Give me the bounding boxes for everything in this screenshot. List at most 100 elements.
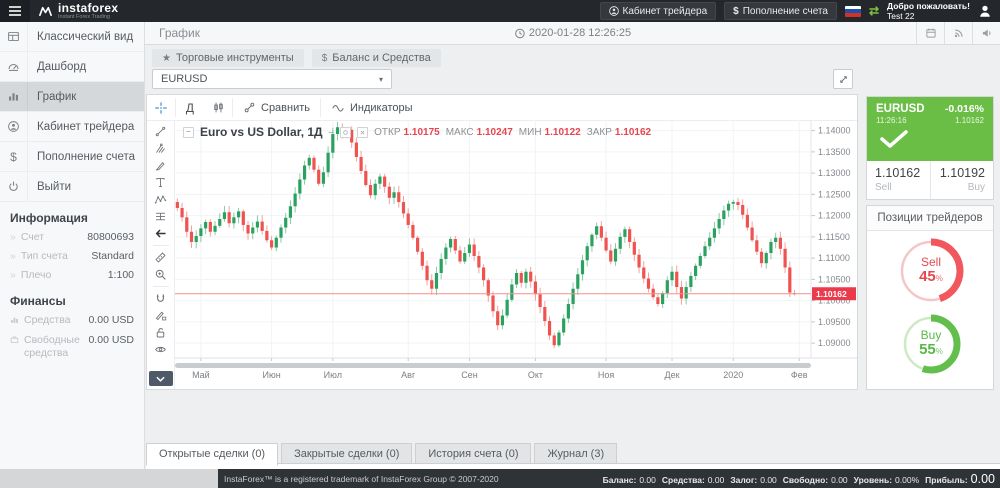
balance-funds-button[interactable]: $ Баланс и Средства bbox=[312, 49, 441, 67]
chevron-down-icon: ▾ bbox=[379, 75, 383, 84]
brand[interactable]: instaforex Instant Forex Trading bbox=[38, 2, 118, 21]
text-tool-icon[interactable] bbox=[153, 175, 169, 190]
close-label: ЗАКР bbox=[587, 127, 612, 138]
legend-symbol-title: Euro vs US Dollar, 1Д bbox=[200, 125, 323, 139]
avatar-icon[interactable] bbox=[978, 4, 992, 18]
brush-tool-icon[interactable] bbox=[153, 158, 169, 173]
svg-text:1.13500: 1.13500 bbox=[818, 147, 851, 157]
chevrons-icon: » bbox=[10, 269, 16, 282]
sidebar-item-trader-cabinet[interactable]: Кабинет трейдера bbox=[0, 112, 144, 142]
sell-quote-button[interactable]: 1.10162 Sell bbox=[867, 161, 930, 199]
zoom-in-tool-icon[interactable] bbox=[153, 267, 169, 282]
close-value: 1.10162 bbox=[615, 127, 651, 138]
buy-price: 1.10192 bbox=[939, 166, 986, 180]
visibility-tool-icon[interactable] bbox=[153, 342, 169, 357]
hamburger-menu-button[interactable] bbox=[0, 0, 30, 22]
quote-card: EURUSD -0.016% 11:26:16 1.10162 1.10162 … bbox=[866, 96, 994, 200]
trendline-tool-icon[interactable] bbox=[153, 124, 169, 139]
svg-text:1.09000: 1.09000 bbox=[818, 338, 851, 348]
page-title: График bbox=[145, 26, 200, 40]
sidebar-item-label: Кабинет трейдера bbox=[28, 121, 134, 133]
chart-expand-button[interactable] bbox=[833, 69, 853, 89]
topbar: instaforex Instant Forex Trading Кабинет… bbox=[0, 0, 1000, 22]
arrow-tool-icon[interactable] bbox=[153, 226, 169, 241]
symbol-select-value: EURUSD bbox=[161, 73, 207, 85]
balance-funds-label: Баланс и Средства bbox=[332, 52, 430, 64]
magnet-tool-icon[interactable] bbox=[153, 291, 169, 306]
tab-journal[interactable]: Журнал (3) bbox=[534, 443, 617, 465]
lock-tool-icon[interactable] bbox=[153, 325, 169, 340]
trader-cabinet-label: Кабинет трейдера bbox=[623, 6, 708, 17]
announcements-button[interactable] bbox=[972, 22, 1000, 44]
language-flag-russia[interactable] bbox=[845, 6, 861, 17]
sidebar: Классический вид Дашборд График Кабинет … bbox=[0, 22, 145, 469]
username: Test 22 bbox=[887, 11, 970, 21]
tab-closed-deals[interactable]: Закрытые сделки (0) bbox=[281, 443, 412, 465]
deposit-label: Пополнение счета bbox=[743, 6, 828, 17]
svg-text:Окт: Окт bbox=[528, 370, 543, 380]
ruler-tool-icon[interactable] bbox=[153, 250, 169, 265]
svg-text:Дек: Дек bbox=[664, 370, 679, 380]
buy-quote-button[interactable]: 1.10192 Buy bbox=[930, 161, 994, 199]
buy-label: Buy bbox=[939, 182, 986, 193]
free-margin-value: 0.00 USD bbox=[88, 334, 134, 346]
symbol-select[interactable]: EURUSD ▾ bbox=[152, 69, 392, 89]
calendar-button[interactable] bbox=[916, 22, 944, 44]
welcome-block: Добро пожаловать! Test 22 bbox=[887, 1, 970, 21]
open-value: 1.10175 bbox=[404, 127, 440, 138]
svg-text:1.11500: 1.11500 bbox=[818, 232, 850, 242]
pattern-tool-icon[interactable] bbox=[153, 192, 169, 207]
instaforex-logo-icon bbox=[38, 4, 53, 19]
svg-text:1.13000: 1.13000 bbox=[818, 168, 851, 178]
pitchfork-tool-icon[interactable] bbox=[153, 141, 169, 156]
compare-button[interactable]: Сравнить bbox=[233, 95, 320, 120]
welcome-text: Добро пожаловать! bbox=[887, 1, 970, 11]
low-label: МИН bbox=[519, 127, 542, 138]
hamburger-icon bbox=[9, 6, 21, 16]
copyright-text: InstaForex™ is a registered trademark of… bbox=[218, 474, 499, 484]
brand-subtitle: Instant Forex Trading bbox=[58, 15, 118, 21]
trader-cabinet-button[interactable]: Кабинет трейдера bbox=[600, 2, 717, 20]
statusbar: InstaForex™ is a registered trademark of… bbox=[0, 469, 1000, 488]
dollar-icon: $ bbox=[733, 6, 739, 17]
toolbar-collapse-button[interactable] bbox=[149, 371, 173, 386]
legend-close-button[interactable] bbox=[357, 127, 368, 138]
sidebar-item-chart[interactable]: График bbox=[0, 82, 144, 112]
briefcase-icon bbox=[10, 335, 19, 344]
brand-name: instaforex bbox=[58, 2, 118, 14]
traders-positions-card: Позиции трейдеров Sell 45% Buy 55% bbox=[866, 205, 994, 390]
news-feed-button[interactable] bbox=[944, 22, 972, 44]
sidebar-item-classic-view[interactable]: Классический вид bbox=[0, 22, 144, 52]
position-tool-icon[interactable] bbox=[153, 209, 169, 224]
quote-header: EURUSD -0.016% 11:26:16 1.10162 bbox=[867, 97, 993, 161]
info-section-title: Информация bbox=[0, 202, 144, 228]
legend-settings-button[interactable] bbox=[340, 127, 351, 138]
connection-arrows-icon: ⇄ bbox=[869, 5, 879, 17]
rss-icon bbox=[953, 27, 965, 39]
check-icon bbox=[879, 129, 909, 149]
legend-menu-caret[interactable]: – bbox=[329, 127, 335, 138]
instaforex-trading-app: instaforex Instant Forex Trading Кабинет… bbox=[0, 0, 1000, 488]
drawing-lock-tool-icon[interactable] bbox=[153, 308, 169, 323]
crosshair-tool-button[interactable] bbox=[147, 95, 175, 120]
finance-row-equity: Средства 0.00 USD bbox=[0, 311, 144, 330]
chart-icon bbox=[0, 82, 28, 111]
sidebar-item-deposit[interactable]: $ Пополнение счета bbox=[0, 142, 144, 172]
sidebar-item-dashboard[interactable]: Дашборд bbox=[0, 52, 144, 82]
calendar-icon bbox=[925, 27, 937, 39]
candlestick-chart[interactable]: 1.140001.135001.130001.125001.120001.115… bbox=[175, 120, 857, 389]
chart-style-button[interactable] bbox=[204, 95, 232, 120]
deposit-button[interactable]: $ Пополнение счета bbox=[724, 2, 837, 20]
compare-icon bbox=[243, 101, 256, 114]
tab-open-deals[interactable]: Открытые сделки (0) bbox=[146, 443, 278, 466]
indicators-button[interactable]: Индикаторы bbox=[321, 95, 423, 120]
info-row-leverage: »Плечо 1:100 bbox=[0, 266, 144, 285]
tab-account-history[interactable]: История счета (0) bbox=[415, 443, 531, 465]
sidebar-item-label: Выйти bbox=[28, 181, 71, 193]
trading-instruments-button[interactable]: ★ Торговые инструменты bbox=[152, 49, 304, 67]
server-datetime: 2020-01-28 12:26:25 bbox=[514, 27, 631, 39]
interval-button[interactable]: Д bbox=[176, 95, 204, 120]
sidebar-item-logout[interactable]: Выйти bbox=[0, 172, 144, 202]
expand-icon bbox=[838, 74, 849, 85]
legend-collapse-button[interactable]: − bbox=[183, 127, 194, 138]
